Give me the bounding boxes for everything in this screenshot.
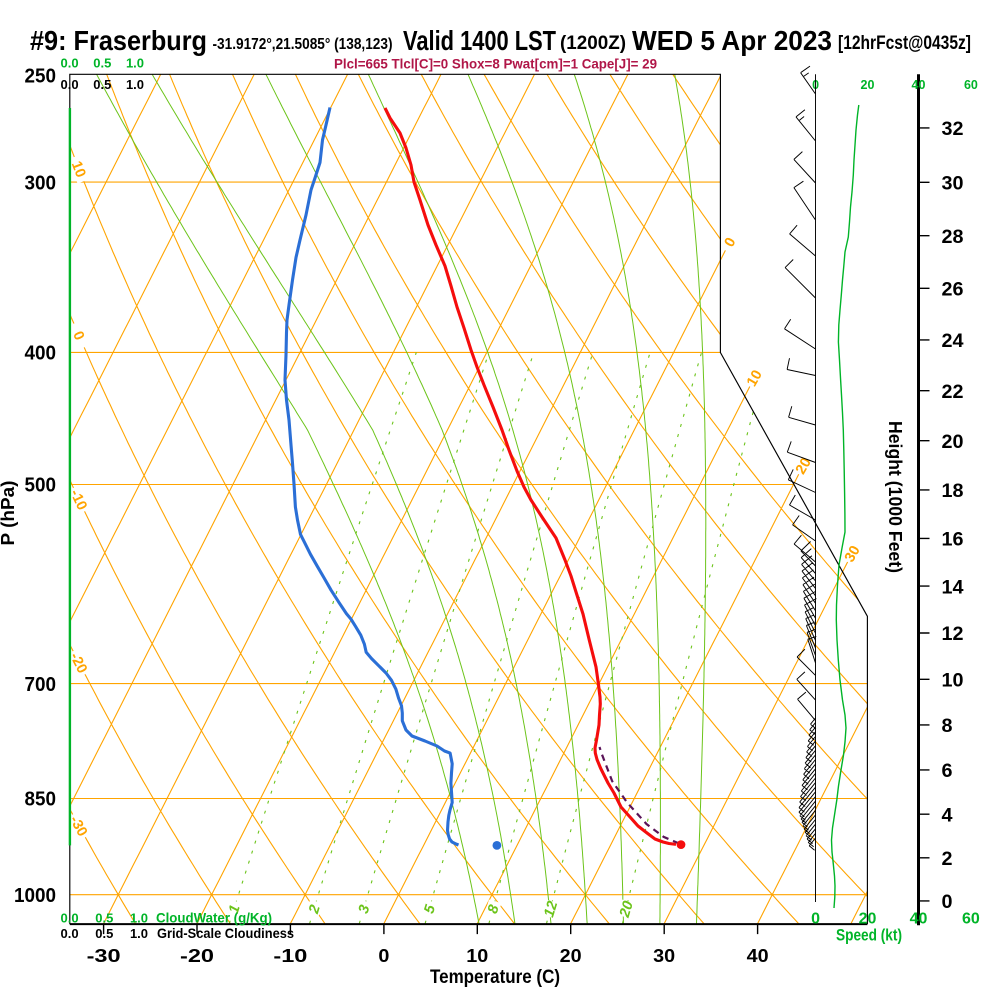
svg-text:P (hPa): P (hPa) bbox=[0, 481, 18, 546]
svg-text:0.0: 0.0 bbox=[61, 926, 79, 941]
svg-text:#9: Fraserburg: #9: Fraserburg bbox=[30, 25, 207, 56]
svg-text:24: 24 bbox=[942, 330, 964, 352]
svg-text:40: 40 bbox=[912, 78, 926, 92]
svg-text:2: 2 bbox=[942, 848, 953, 870]
svg-text:Grid-Scale Cloudiness: Grid-Scale Cloudiness bbox=[157, 926, 294, 941]
svg-text:Speed (kt): Speed (kt) bbox=[836, 927, 902, 945]
svg-text:40: 40 bbox=[747, 946, 769, 966]
svg-text:6: 6 bbox=[942, 760, 953, 782]
svg-text:30: 30 bbox=[653, 946, 675, 966]
svg-text:1.0: 1.0 bbox=[130, 911, 148, 926]
svg-text:500: 500 bbox=[25, 475, 57, 497]
svg-text:32: 32 bbox=[942, 118, 964, 140]
svg-text:8: 8 bbox=[942, 715, 953, 737]
svg-text:2: 2 bbox=[306, 903, 324, 916]
svg-text:-30: -30 bbox=[87, 946, 121, 966]
svg-text:20: 20 bbox=[617, 899, 637, 920]
svg-text:0.0: 0.0 bbox=[61, 56, 79, 71]
svg-text:30: 30 bbox=[942, 173, 964, 195]
svg-text:850: 850 bbox=[25, 789, 57, 811]
svg-text:700: 700 bbox=[25, 674, 57, 696]
svg-text:Temperature (C): Temperature (C) bbox=[430, 967, 560, 988]
svg-text:0: 0 bbox=[811, 911, 820, 928]
svg-text:20: 20 bbox=[861, 78, 875, 92]
svg-text:20: 20 bbox=[942, 431, 964, 453]
svg-text:28: 28 bbox=[942, 226, 964, 248]
svg-text:12: 12 bbox=[541, 899, 561, 919]
svg-text:400: 400 bbox=[25, 343, 57, 365]
svg-text:1.0: 1.0 bbox=[126, 77, 144, 92]
svg-text:10: 10 bbox=[68, 159, 89, 180]
svg-text:(1200Z): (1200Z) bbox=[560, 32, 626, 54]
svg-text:14: 14 bbox=[942, 576, 964, 598]
svg-text:0.5: 0.5 bbox=[95, 926, 113, 941]
svg-text:10: 10 bbox=[744, 368, 766, 390]
svg-text:WED 5 Apr 2023: WED 5 Apr 2023 bbox=[632, 25, 832, 56]
svg-text:0.5: 0.5 bbox=[93, 77, 111, 92]
svg-text:10: 10 bbox=[942, 670, 964, 692]
svg-text:1.0: 1.0 bbox=[126, 56, 144, 71]
svg-text:-20: -20 bbox=[180, 946, 214, 966]
svg-text:18: 18 bbox=[942, 480, 964, 502]
svg-text:Valid 1400 LST: Valid 1400 LST bbox=[403, 25, 556, 56]
svg-text:-10: -10 bbox=[273, 946, 307, 966]
svg-text:22: 22 bbox=[942, 381, 964, 403]
svg-text:0.5: 0.5 bbox=[93, 56, 111, 71]
svg-text:4: 4 bbox=[942, 804, 953, 826]
svg-text:0.0: 0.0 bbox=[61, 77, 79, 92]
svg-text:1.0: 1.0 bbox=[130, 926, 148, 941]
svg-text:12: 12 bbox=[942, 623, 964, 645]
svg-text:26: 26 bbox=[942, 279, 964, 301]
svg-text:0: 0 bbox=[942, 891, 953, 913]
svg-text:20: 20 bbox=[560, 946, 582, 966]
svg-text:16: 16 bbox=[942, 529, 964, 551]
svg-text:[12hrFcst@0435z]: [12hrFcst@0435z] bbox=[838, 32, 971, 54]
svg-text:20: 20 bbox=[859, 911, 877, 928]
svg-text:40: 40 bbox=[910, 911, 928, 928]
svg-text:Height (1000 Feet): Height (1000 Feet) bbox=[885, 421, 906, 573]
svg-text:30: 30 bbox=[842, 543, 864, 565]
svg-text:60: 60 bbox=[962, 911, 980, 928]
svg-text:0: 0 bbox=[378, 946, 389, 966]
svg-text:0.0: 0.0 bbox=[61, 911, 79, 926]
svg-text:60: 60 bbox=[964, 78, 978, 92]
svg-text:300: 300 bbox=[25, 172, 57, 194]
svg-text:Plcl=665 Tlcl[C]=0 Shox=8 Pwat: Plcl=665 Tlcl[C]=0 Shox=8 Pwat[cm]=1 Cap… bbox=[334, 57, 657, 72]
svg-text:CloudWater (g/Kg): CloudWater (g/Kg) bbox=[156, 911, 272, 926]
svg-text:20: 20 bbox=[793, 455, 815, 477]
svg-text:-31.9172°,21.5085° (138,123): -31.9172°,21.5085° (138,123) bbox=[213, 36, 393, 53]
svg-text:10: 10 bbox=[466, 946, 488, 966]
svg-text:0.5: 0.5 bbox=[95, 911, 113, 926]
svg-text:1000: 1000 bbox=[14, 885, 56, 907]
svg-text:250: 250 bbox=[25, 65, 57, 87]
